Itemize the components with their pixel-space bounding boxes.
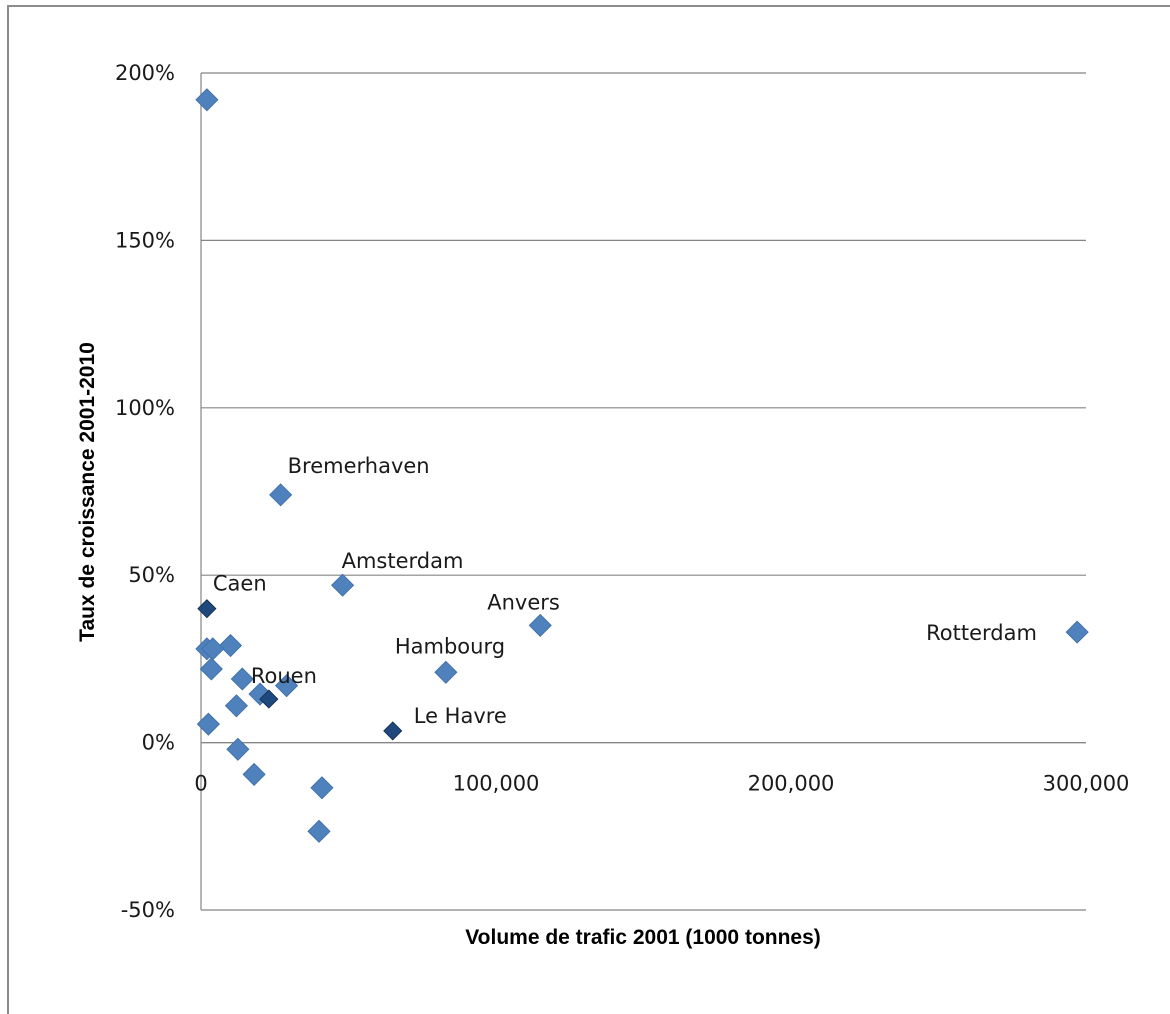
data-points <box>195 88 1089 843</box>
data-point-2 <box>331 573 355 597</box>
data-point-5 <box>1065 620 1089 644</box>
data-point-17 <box>383 721 403 741</box>
y-axis-title: Taux de croissance 2001-2010 <box>76 342 99 642</box>
y-tick-label: 0% <box>142 731 175 755</box>
data-point-9 <box>199 657 223 681</box>
data-point-12 <box>274 674 299 698</box>
point-label-rouen: Rouen <box>251 664 317 688</box>
data-point-4 <box>528 613 552 637</box>
x-tick-label: 0 <box>194 772 207 796</box>
y-tick-label: 200% <box>115 61 175 85</box>
chart-frame <box>7 5 1170 1014</box>
point-label-anvers: Anvers <box>487 590 560 614</box>
x-tick-label: 200,000 <box>748 772 835 796</box>
point-label-amsterdam: Amsterdam <box>342 549 464 573</box>
point-label-bremerhaven: Bremerhaven <box>288 454 430 478</box>
point-labels: Bremerhaven Amsterdam Caen Anvers Rotterdam H… <box>213 454 1037 728</box>
point-label-hambourg: Hambourg <box>395 634 505 658</box>
point-label-caen: Caen <box>213 572 267 596</box>
data-point-11 <box>230 667 254 691</box>
data-point-15 <box>224 694 248 718</box>
data-point-20 <box>310 776 334 800</box>
y-tick-label: 150% <box>115 228 175 252</box>
data-point-1 <box>269 483 293 507</box>
y-tick-label: -50% <box>121 898 175 922</box>
data-point-16 <box>196 712 220 736</box>
data-point-6 <box>218 633 243 658</box>
point-label-le-havre: Le Havre <box>414 704 507 728</box>
axes <box>200 73 1086 910</box>
data-point-19 <box>242 762 266 786</box>
data-point-14 <box>259 689 279 709</box>
data-point-3 <box>197 599 217 619</box>
y-tick-label: 50% <box>128 563 175 587</box>
tick-labels: -50% 0% 50% 100% 150% 200% 0 100,000 200,000 300,… <box>115 61 1129 922</box>
y-tick-label: 100% <box>115 396 175 420</box>
data-point-0 <box>195 88 219 112</box>
data-point-18 <box>226 737 250 761</box>
x-axis-title: Volume de trafic 2001 (1000 tonnes) <box>465 926 821 949</box>
data-point-10 <box>434 660 458 684</box>
point-label-rotterdam: Rotterdam <box>926 621 1037 645</box>
x-tick-label: 300,000 <box>1043 772 1130 796</box>
data-point-21 <box>307 819 331 843</box>
x-tick-label: 100,000 <box>453 772 540 796</box>
